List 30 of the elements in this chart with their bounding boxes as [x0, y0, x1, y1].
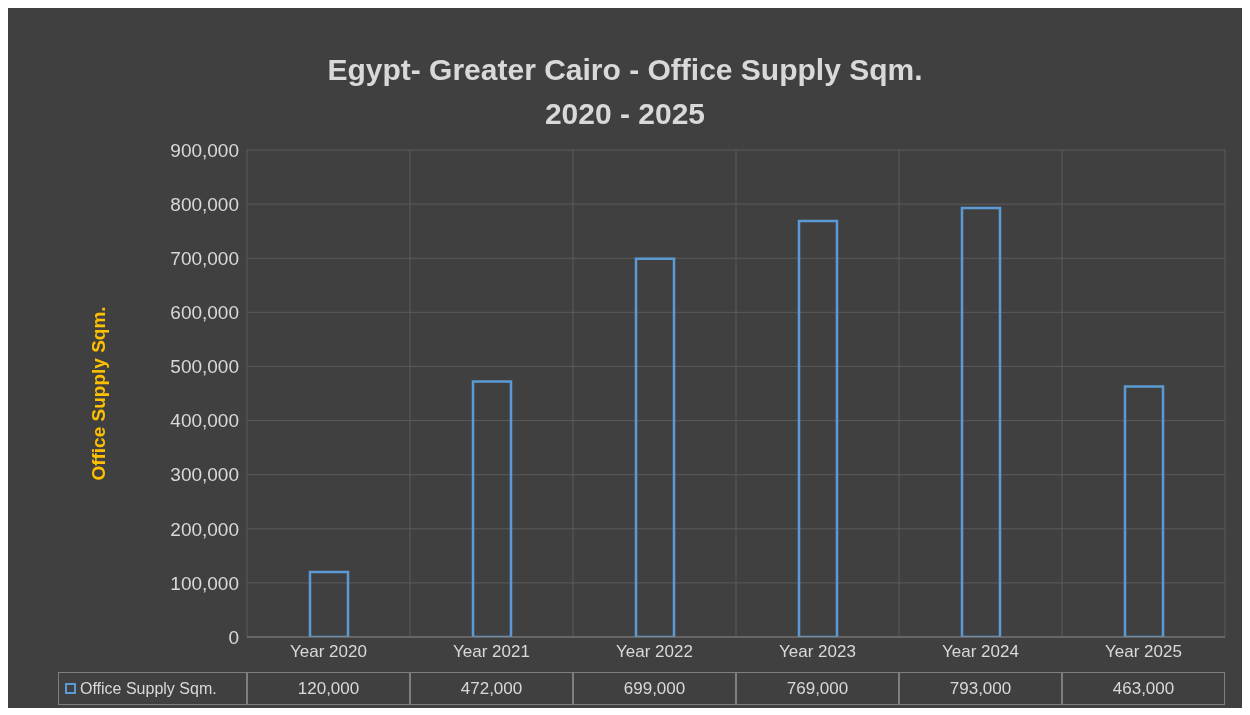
y-tick-label: 100,000 [170, 572, 239, 594]
data-label: 472,000 [410, 672, 573, 705]
data-label: 699,000 [573, 672, 736, 705]
y-tick-label: 200,000 [170, 518, 239, 540]
bar [1123, 385, 1165, 637]
x-tick-label: Year 2024 [942, 642, 1019, 662]
data-label: 120,000 [247, 672, 410, 705]
data-label: 769,000 [736, 672, 899, 705]
y-tick-label: 500,000 [170, 356, 239, 378]
x-tick-label: Year 2023 [779, 642, 856, 662]
chart-title: Egypt- Greater Cairo - Office Supply Sqm. 2020 - 2025 [326, 52, 924, 132]
y-tick-label: 400,000 [170, 410, 239, 432]
data-label: 463,000 [1062, 672, 1225, 705]
y-axis-title: Office Supply Sqm. [87, 306, 109, 481]
x-tick-label: Year 2020 [290, 642, 367, 662]
legend-label: Office Supply Sqm. [80, 679, 217, 698]
y-tick-label: 800,000 [170, 193, 239, 215]
bar [960, 206, 1002, 637]
y-tick-label: 700,000 [170, 247, 239, 269]
bar [471, 380, 513, 637]
bar [634, 257, 676, 637]
x-tick-label: Year 2022 [616, 642, 693, 662]
y-tick-label: 300,000 [170, 464, 239, 486]
bar [797, 219, 839, 637]
data-label: 793,000 [899, 672, 1062, 705]
y-tick-label: 0 [228, 626, 239, 648]
x-tick-label: Year 2025 [1105, 642, 1182, 662]
y-tick-label: 600,000 [170, 302, 239, 324]
y-tick-label: 900,000 [170, 139, 239, 161]
x-tick-label: Year 2021 [453, 642, 530, 662]
